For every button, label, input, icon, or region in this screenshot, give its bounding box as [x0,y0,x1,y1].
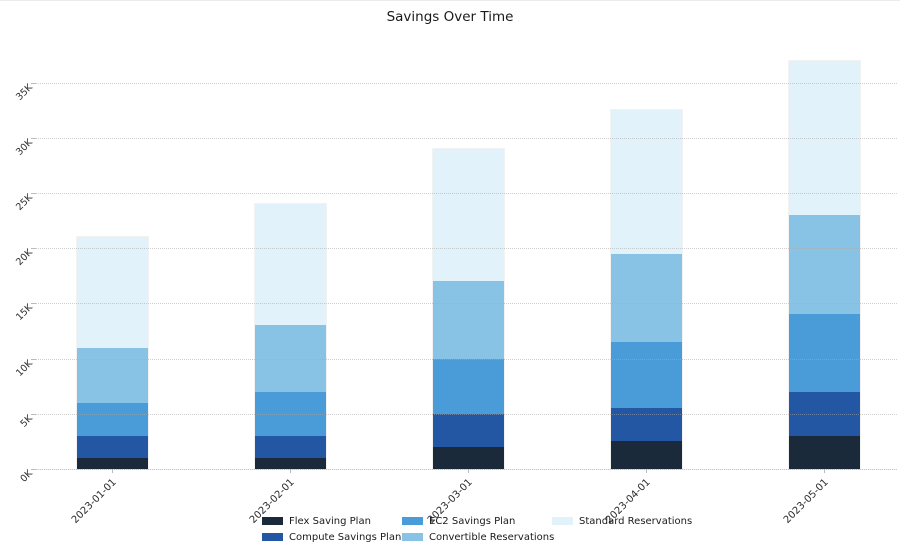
legend-item-convertible-reservations: Convertible Reservations [402,530,554,544]
y-tick [31,469,36,470]
bar-2023-03-01 [431,147,505,470]
bar-segment-standard-reservations-2023-01-01 [76,237,148,348]
x-axis-line [36,469,897,470]
y-tick [31,248,36,250]
bar-segment-standard-reservations-2023-03-01 [432,148,504,282]
x-tick [468,469,469,473]
x-tick [290,469,291,473]
bar-segment-standard-reservations-2023-02-01 [254,204,326,326]
legend-swatch [262,517,283,525]
legend-swatch [262,533,283,541]
bar-2023-04-01 [609,109,683,470]
y-tick [31,413,36,415]
chart-legend: Flex Saving Plan Compute Savings Plan EC2 … [0,514,900,548]
y-tick-label: 35K [14,81,35,103]
bar-segment-compute-savings-plan-2023-03-01 [432,413,504,447]
bar-segment-compute-savings-plan-2023-05-01 [788,391,860,436]
bar-segment-compute-savings-plan-2023-02-01 [254,435,326,458]
bar-segment-flex-saving-plan-2023-04-01 [610,441,682,469]
bar-2023-01-01 [75,236,149,470]
bar-segment-standard-reservations-2023-04-01 [610,110,682,254]
bar-segment-convertible-reservations-2023-02-01 [254,325,326,392]
legend-column: Standard Reservations [552,514,692,528]
legend-item-ec2-savings-plan: EC2 Savings Plan [402,514,554,528]
y-tick [31,137,36,139]
bar-segment-ec2-savings-plan-2023-02-01 [254,391,326,436]
legend-label: Flex Saving Plan [289,515,371,527]
bar-segment-convertible-reservations-2023-05-01 [788,215,860,315]
bar-2023-02-01 [253,203,327,470]
y-tick-label: 0K [18,468,35,485]
chart-title: Savings Over Time [386,9,514,25]
y-tick [31,193,36,194]
bar-segment-compute-savings-plan-2023-04-01 [610,408,682,442]
legend-item-standard-reservations: Standard Reservations [552,514,692,528]
legend-label: EC2 Savings Plan [429,515,516,527]
bar-segment-standard-reservations-2023-05-01 [788,60,860,216]
bar-2023-05-01 [787,59,861,470]
legend-swatch [402,517,423,525]
gridline-35K [36,82,897,84]
legend-label: Convertible Reservations [429,531,555,543]
bar-segment-compute-savings-plan-2023-01-01 [76,435,148,458]
bar-segment-ec2-savings-plan-2023-05-01 [788,314,860,392]
y-tick-label: 15K [14,302,35,324]
bar-segment-flex-saving-plan-2023-03-01 [432,446,504,469]
y-tick [31,358,36,360]
x-tick [824,469,825,473]
gridline-30K [36,137,897,139]
bar-segment-ec2-savings-plan-2023-04-01 [610,342,682,409]
y-tick-label: 10K [14,357,35,379]
bar-segment-convertible-reservations-2023-01-01 [76,347,148,403]
legend-column: Flex Saving Plan Compute Savings Plan [262,514,401,544]
legend-label: Standard Reservations [579,515,693,527]
x-tick [112,469,113,473]
y-tick-label: 5K [18,412,35,430]
bar-segment-flex-saving-plan-2023-05-01 [788,435,860,469]
legend-item-flex-saving-plan: Flex Saving Plan [262,514,401,528]
y-tick-label: 20K [14,247,35,269]
bar-segment-convertible-reservations-2023-03-01 [432,281,504,359]
legend-column: EC2 Savings Plan Convertible Reservations [402,514,554,544]
y-tick [31,303,36,305]
bar-segment-flex-saving-plan-2023-02-01 [254,457,326,469]
legend-label: Compute Savings Plan [289,531,402,543]
bar-segment-ec2-savings-plan-2023-03-01 [432,358,504,414]
legend-swatch [402,533,423,541]
bar-segment-flex-saving-plan-2023-01-01 [76,457,148,469]
bar-segment-convertible-reservations-2023-04-01 [610,253,682,343]
y-tick-label: 25K [14,192,35,213]
x-tick [646,469,647,473]
y-tick [31,82,36,84]
bar-segment-ec2-savings-plan-2023-01-01 [76,402,148,436]
y-tick-label: 30K [14,136,35,158]
legend-swatch [552,517,573,525]
legend-item-compute-savings-plan: Compute Savings Plan [262,530,401,544]
